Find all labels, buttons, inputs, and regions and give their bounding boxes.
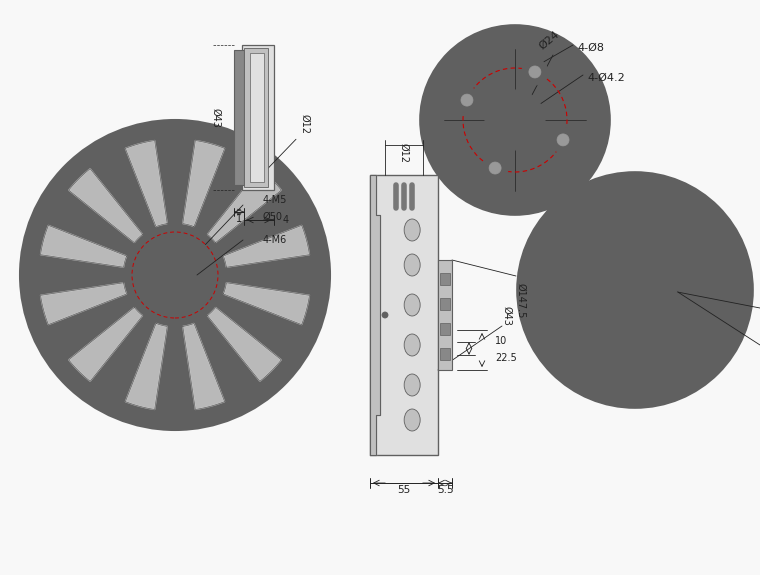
Polygon shape <box>68 308 143 381</box>
Circle shape <box>461 94 473 106</box>
Circle shape <box>550 127 576 153</box>
Text: Ø24: Ø24 <box>537 29 561 51</box>
Circle shape <box>630 253 640 263</box>
Ellipse shape <box>404 219 420 241</box>
Circle shape <box>522 59 548 85</box>
Ellipse shape <box>404 254 420 276</box>
Bar <box>234 50 244 185</box>
Circle shape <box>382 312 388 318</box>
Text: 4-Ø8: 4-Ø8 <box>577 43 604 53</box>
Polygon shape <box>182 140 225 227</box>
Circle shape <box>199 300 211 312</box>
Circle shape <box>614 270 625 279</box>
Circle shape <box>505 110 525 130</box>
Circle shape <box>557 134 569 146</box>
Bar <box>242 45 274 190</box>
Text: 4: 4 <box>283 215 289 225</box>
Polygon shape <box>182 323 225 409</box>
Ellipse shape <box>404 374 420 396</box>
Circle shape <box>170 292 180 302</box>
Circle shape <box>138 239 150 251</box>
Bar <box>250 53 264 182</box>
Text: Ø50: Ø50 <box>263 212 283 222</box>
Text: Ø12: Ø12 <box>300 114 310 134</box>
Ellipse shape <box>404 334 420 356</box>
Text: 10: 10 <box>495 336 507 346</box>
Text: Ø43: Ø43 <box>211 108 221 128</box>
Circle shape <box>598 285 608 295</box>
Circle shape <box>172 272 178 278</box>
Polygon shape <box>207 168 281 243</box>
Circle shape <box>148 270 158 280</box>
Text: 4-M6: 4-M6 <box>263 235 287 245</box>
Circle shape <box>167 267 183 283</box>
Circle shape <box>629 284 641 296</box>
Text: 4-M5: 4-M5 <box>263 195 287 205</box>
Text: 55: 55 <box>397 485 410 495</box>
Circle shape <box>127 227 223 323</box>
Circle shape <box>482 155 508 181</box>
Polygon shape <box>125 323 167 409</box>
Circle shape <box>155 255 195 295</box>
Bar <box>440 348 450 360</box>
Polygon shape <box>40 225 127 267</box>
Bar <box>370 175 438 455</box>
Circle shape <box>593 248 677 332</box>
Circle shape <box>137 237 213 313</box>
Circle shape <box>192 270 202 280</box>
Polygon shape <box>223 283 309 325</box>
Text: 22.5: 22.5 <box>495 353 517 363</box>
Ellipse shape <box>404 409 420 431</box>
Bar <box>440 298 450 310</box>
Polygon shape <box>125 140 167 227</box>
Text: Ø12: Ø12 <box>399 143 409 163</box>
Circle shape <box>610 265 660 315</box>
Circle shape <box>511 116 519 124</box>
Bar <box>440 323 450 335</box>
Polygon shape <box>68 168 143 243</box>
Circle shape <box>489 162 501 174</box>
Circle shape <box>454 87 480 113</box>
Polygon shape <box>207 308 281 381</box>
Circle shape <box>645 270 656 279</box>
Circle shape <box>580 235 690 345</box>
Circle shape <box>517 172 753 408</box>
Bar <box>244 48 268 187</box>
Circle shape <box>420 25 610 215</box>
Text: Ø43: Ø43 <box>502 306 512 326</box>
Circle shape <box>493 98 537 142</box>
Circle shape <box>529 66 541 78</box>
Text: Ø147.5: Ø147.5 <box>516 283 526 319</box>
Circle shape <box>485 90 545 150</box>
Circle shape <box>620 275 650 305</box>
Circle shape <box>630 317 640 327</box>
Circle shape <box>614 301 625 311</box>
Bar <box>440 273 450 285</box>
Circle shape <box>645 301 656 311</box>
Text: 4-Ø4.2: 4-Ø4.2 <box>587 73 625 83</box>
Circle shape <box>20 120 330 430</box>
Circle shape <box>170 248 180 258</box>
Text: 1: 1 <box>236 214 242 224</box>
Text: 5.5: 5.5 <box>437 485 453 495</box>
Circle shape <box>138 300 150 312</box>
Bar <box>438 260 452 370</box>
Ellipse shape <box>404 294 420 316</box>
Circle shape <box>199 239 211 251</box>
Circle shape <box>662 285 672 295</box>
Polygon shape <box>223 225 309 267</box>
Polygon shape <box>40 283 127 325</box>
Polygon shape <box>370 175 380 455</box>
